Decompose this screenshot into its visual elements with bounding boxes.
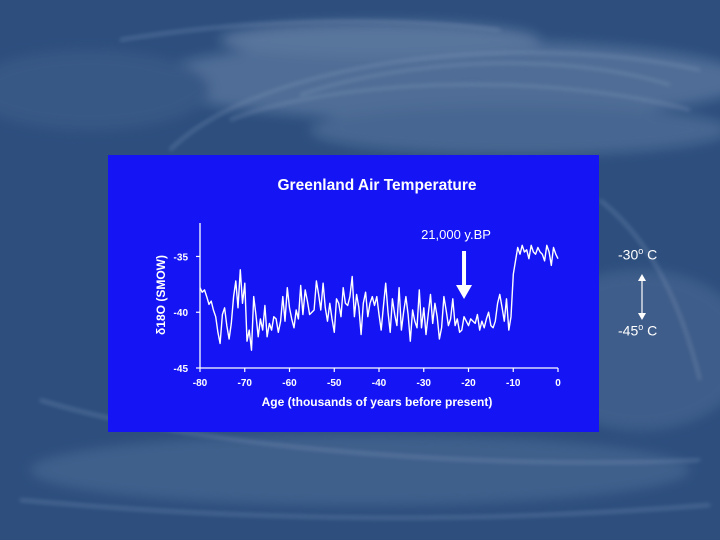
double-arrow-icon [638,274,646,320]
scale-unit: C [647,246,658,263]
x-tick-group: -80 -70 -60 -50 -40 -30 -20 -10 0 [193,368,561,389]
scale-top-label: -30o C [618,246,657,263]
chart-title: Greenland Air Temperature [278,177,477,194]
down-arrow-icon [456,251,473,299]
degree-sup: o [638,246,644,256]
degree-sup: o [638,322,644,332]
x-tick-label: -40 [372,378,387,389]
chart-panel: Greenland Air Temperature -80 -70 -60 -50 -4… [108,155,599,432]
x-tick-label: -50 [327,378,342,389]
x-tick-label: -20 [461,378,476,389]
scale-bottom-value: -45 [618,322,639,339]
chart-svg: Greenland Air Temperature -80 -70 -60 -50 -4… [154,177,561,409]
x-tick-label: -80 [193,378,208,389]
x-tick-label: -70 [238,378,253,389]
scale-bottom-label: -45o C [618,322,657,339]
x-tick-label: -10 [506,378,521,389]
arrow-label: 21,000 y.BP [421,227,491,242]
x-axis-label: Age (thousands of years before present) [262,395,493,409]
scale-top-value: -30 [618,246,639,263]
temperature-series-line [199,244,559,351]
y-tick-label: -45 [174,364,189,375]
scale-unit: C [647,322,658,339]
y-tick-label: -35 [174,252,189,263]
x-tick-label: 0 [555,378,561,389]
x-tick-label: -30 [417,378,432,389]
x-tick-label: -60 [282,378,297,389]
y-tick-label: -40 [174,308,189,319]
y-axis-label: δ18O (SMOW) [154,255,168,335]
y-tick-group: -35 -40 -45 [174,252,200,375]
